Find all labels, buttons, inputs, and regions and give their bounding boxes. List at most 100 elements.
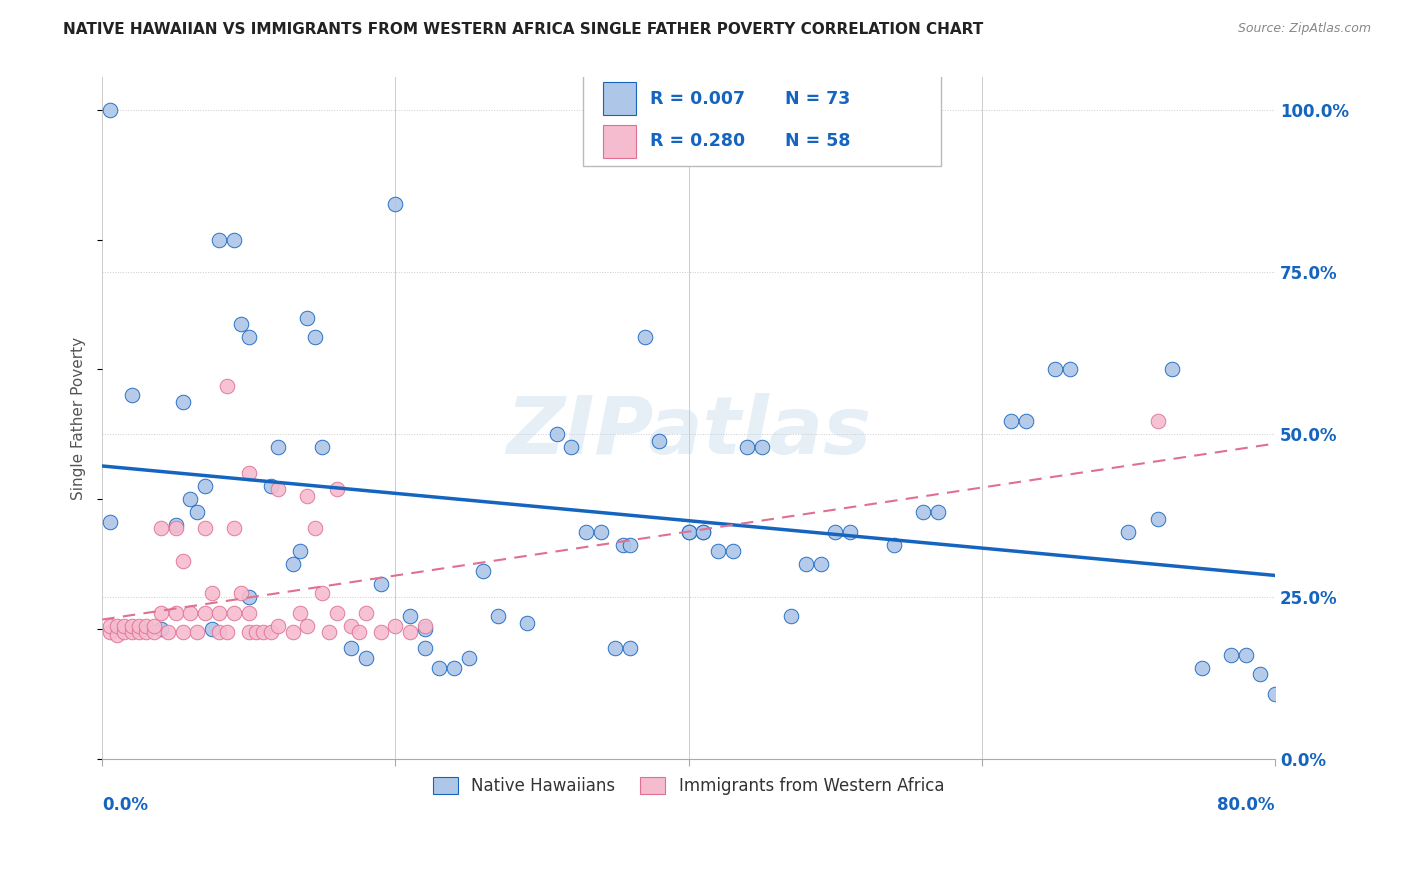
Point — [347, 625, 370, 640]
Point — [1059, 362, 1081, 376]
Point — [172, 554, 194, 568]
Point — [824, 524, 846, 539]
Point — [304, 330, 326, 344]
Point — [224, 233, 246, 247]
Text: R = 0.280: R = 0.280 — [650, 132, 745, 151]
Point — [238, 467, 260, 481]
Text: ZIPatlas: ZIPatlas — [506, 392, 872, 471]
Text: NATIVE HAWAIIAN VS IMMIGRANTS FROM WESTERN AFRICA SINGLE FATHER POVERTY CORRELAT: NATIVE HAWAIIAN VS IMMIGRANTS FROM WESTE… — [63, 22, 984, 37]
Point — [1015, 414, 1038, 428]
Point — [1118, 524, 1140, 539]
Point — [98, 515, 121, 529]
Point — [384, 619, 406, 633]
Point — [707, 544, 730, 558]
Point — [692, 524, 714, 539]
Point — [780, 609, 803, 624]
Point — [142, 619, 165, 633]
Point — [794, 557, 817, 571]
Point — [678, 524, 700, 539]
Bar — [603, 125, 636, 158]
Point — [589, 524, 612, 539]
Text: R = 0.007: R = 0.007 — [650, 90, 745, 108]
Point — [1191, 661, 1213, 675]
Point — [224, 521, 246, 535]
Point — [413, 622, 436, 636]
Point — [260, 625, 283, 640]
Point — [112, 625, 135, 640]
Point — [215, 625, 238, 640]
Point — [399, 625, 422, 640]
Point — [311, 440, 333, 454]
Point — [413, 641, 436, 656]
Point — [238, 330, 260, 344]
Point — [883, 538, 905, 552]
Point — [751, 440, 773, 454]
Point — [149, 606, 172, 620]
Point — [633, 330, 655, 344]
Point — [121, 388, 143, 402]
Point — [98, 619, 121, 633]
Point — [238, 590, 260, 604]
Point — [429, 661, 451, 675]
Text: N = 58: N = 58 — [785, 132, 851, 151]
Point — [560, 440, 582, 454]
Point — [245, 625, 267, 640]
Point — [370, 576, 392, 591]
Point — [157, 625, 180, 640]
Point — [165, 606, 187, 620]
Point — [297, 619, 319, 633]
Point — [326, 606, 349, 620]
Point — [721, 544, 744, 558]
Point — [1249, 667, 1271, 681]
Point — [238, 606, 260, 620]
Point — [105, 628, 128, 642]
Point — [354, 651, 377, 665]
Point — [135, 625, 157, 640]
Point — [1234, 648, 1257, 662]
Point — [384, 197, 406, 211]
Point — [443, 661, 465, 675]
Point — [231, 317, 253, 331]
Point — [98, 625, 121, 640]
Point — [149, 521, 172, 535]
Point — [810, 557, 832, 571]
Point — [281, 557, 304, 571]
Point — [311, 586, 333, 600]
Point — [927, 505, 949, 519]
Point — [194, 479, 217, 493]
Point — [267, 483, 290, 497]
Point — [288, 544, 311, 558]
Point — [194, 606, 217, 620]
Point — [692, 524, 714, 539]
Legend: Native Hawaiians, Immigrants from Western Africa: Native Hawaiians, Immigrants from Wester… — [426, 770, 950, 802]
Point — [619, 641, 641, 656]
Point — [121, 619, 143, 633]
Point — [208, 625, 231, 640]
Point — [1043, 362, 1066, 376]
Point — [252, 625, 274, 640]
Point — [121, 625, 143, 640]
Text: Source: ZipAtlas.com: Source: ZipAtlas.com — [1237, 22, 1371, 36]
Point — [735, 440, 758, 454]
Point — [135, 619, 157, 633]
Point — [231, 586, 253, 600]
Point — [215, 378, 238, 392]
Point — [201, 622, 224, 636]
Point — [267, 440, 290, 454]
Point — [318, 625, 340, 640]
Text: 0.0%: 0.0% — [103, 797, 148, 814]
Point — [678, 524, 700, 539]
Point — [457, 651, 479, 665]
Point — [1146, 414, 1168, 428]
Point — [105, 619, 128, 633]
Point — [112, 619, 135, 633]
Point — [575, 524, 598, 539]
Point — [486, 609, 509, 624]
Point — [612, 538, 634, 552]
Point — [288, 606, 311, 620]
Point — [340, 641, 363, 656]
Point — [208, 606, 231, 620]
Point — [304, 521, 326, 535]
Point — [165, 518, 187, 533]
Point — [172, 395, 194, 409]
